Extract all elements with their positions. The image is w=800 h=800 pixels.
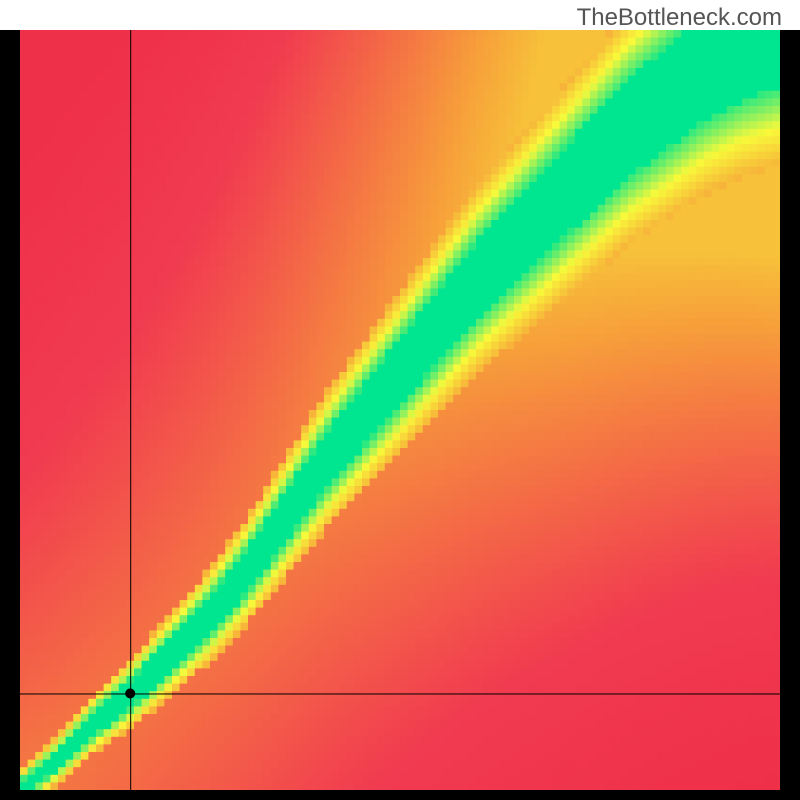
root-container: { "canvas": { "width": 800, "height": 80…	[0, 0, 800, 800]
watermark-label: TheBottleneck.com	[577, 4, 782, 32]
bottleneck-heatmap	[0, 0, 800, 800]
